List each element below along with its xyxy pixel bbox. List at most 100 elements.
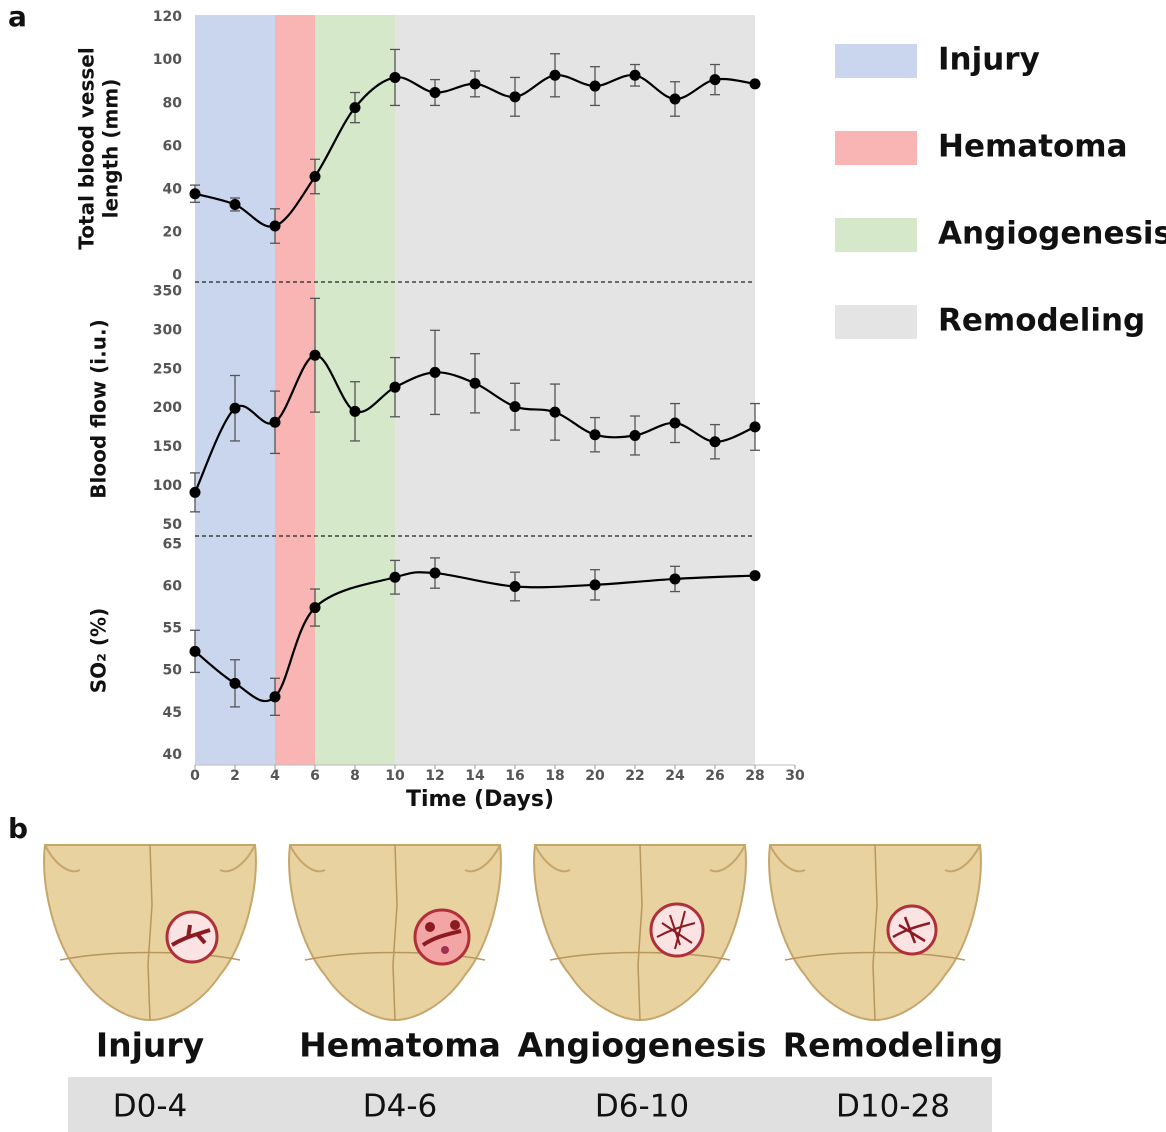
skull-angiogenesis [533, 844, 747, 1021]
x-tick-label: 0 [190, 768, 200, 784]
x-axis-label: Time (Days) [406, 787, 554, 812]
y-axis-label: Total blood vessel [75, 47, 99, 249]
data-point [389, 571, 401, 583]
panel-label: b [8, 812, 28, 845]
legend-label: Hematoma [938, 129, 1128, 165]
stage-label: Injury [96, 1026, 204, 1065]
legend-label: Angiogenesis [938, 216, 1166, 252]
y-tick-label: 150 [153, 439, 182, 455]
data-point [629, 69, 641, 81]
data-point [269, 691, 281, 703]
y-tick-label: 50 [163, 663, 183, 679]
x-tick-label: 8 [350, 768, 360, 784]
x-tick-label: 4 [270, 768, 280, 784]
data-point [429, 567, 441, 579]
y-tick-label: 50 [163, 517, 183, 533]
data-point [509, 91, 521, 103]
data-point [669, 417, 681, 429]
data-point [589, 80, 601, 92]
data-point [309, 349, 321, 361]
legend-swatch [835, 44, 917, 78]
x-tick-label: 24 [665, 768, 685, 784]
data-point [589, 429, 601, 441]
skull-remodeling [768, 844, 982, 1021]
stage-days: D10-28 [836, 1089, 950, 1125]
y-tick-label: 350 [153, 283, 182, 299]
data-point [349, 405, 361, 417]
x-tick-label: 20 [585, 768, 605, 784]
phase-bands [195, 15, 755, 765]
data-point [309, 602, 321, 614]
legend-swatch [835, 305, 917, 339]
days-bar [68, 1077, 992, 1132]
skull-hematoma [288, 844, 502, 1021]
data-point [189, 486, 201, 498]
data-point [709, 436, 721, 448]
stage-label: Remodeling [783, 1026, 1004, 1065]
x-tick-label: 18 [545, 768, 564, 784]
x-tick-label: 10 [385, 768, 405, 784]
x-tick-label: 26 [705, 768, 724, 784]
data-point [509, 581, 521, 593]
stage-days: D6-10 [595, 1089, 689, 1125]
data-point [229, 677, 241, 689]
data-point [509, 401, 521, 413]
data-point [749, 421, 761, 433]
x-tick-label: 22 [625, 768, 644, 784]
x-tick-label: 6 [310, 768, 320, 784]
data-point [429, 87, 441, 99]
y-axis-label: length (mm) [99, 79, 123, 219]
data-point [269, 220, 281, 232]
data-point [229, 198, 241, 210]
y-axis-label: Blood flow (i.u.) [87, 319, 111, 498]
data-point [749, 570, 761, 582]
skull-injury [43, 844, 257, 1021]
y-tick-label: 60 [163, 138, 183, 154]
phase-band [275, 15, 315, 765]
stage-days: D4-6 [363, 1089, 438, 1125]
data-line [194, 571, 756, 703]
data-point [349, 102, 361, 114]
y-tick-label: 65 [163, 536, 182, 552]
data-point [549, 69, 561, 81]
stage-label: Angiogenesis [517, 1026, 766, 1065]
y-tick-label: 20 [163, 224, 183, 240]
y-tick-label: 120 [153, 9, 182, 25]
data-point [309, 170, 321, 182]
data-point [389, 71, 401, 83]
panel-label: a [8, 0, 27, 33]
y-tick-label: 55 [163, 621, 182, 637]
skull-illustrations [43, 844, 982, 1021]
data-point [549, 406, 561, 418]
data-point [669, 93, 681, 105]
phase-band [395, 15, 755, 765]
x-tick-label: 16 [505, 768, 524, 784]
data-point [469, 377, 481, 389]
y-tick-label: 100 [153, 478, 182, 494]
data-point [709, 74, 721, 86]
legend-swatch [835, 131, 917, 165]
legend-label: Injury [938, 42, 1040, 78]
y-tick-label: 300 [153, 322, 182, 338]
data-point [629, 429, 641, 441]
data-point [189, 188, 201, 200]
data-point [389, 381, 401, 393]
data-point [429, 366, 441, 378]
data-point [229, 402, 241, 414]
x-tick-label: 2 [230, 768, 240, 784]
data-point [749, 78, 761, 90]
legend-label: Remodeling [938, 303, 1145, 339]
y-axis-label: SO₂ (%) [87, 608, 111, 693]
data-point [589, 579, 601, 591]
y-tick-label: 250 [153, 361, 182, 377]
y-tick-label: 0 [172, 268, 182, 284]
y-tick-label: 80 [163, 95, 183, 111]
y-tick-label: 100 [153, 52, 182, 68]
x-tick-label: 12 [425, 768, 444, 784]
y-tick-label: 40 [163, 747, 183, 763]
stage-label: Hematoma [299, 1026, 501, 1065]
data-point [269, 416, 281, 428]
y-tick-label: 40 [163, 181, 183, 197]
x-tick-label: 14 [465, 768, 485, 784]
